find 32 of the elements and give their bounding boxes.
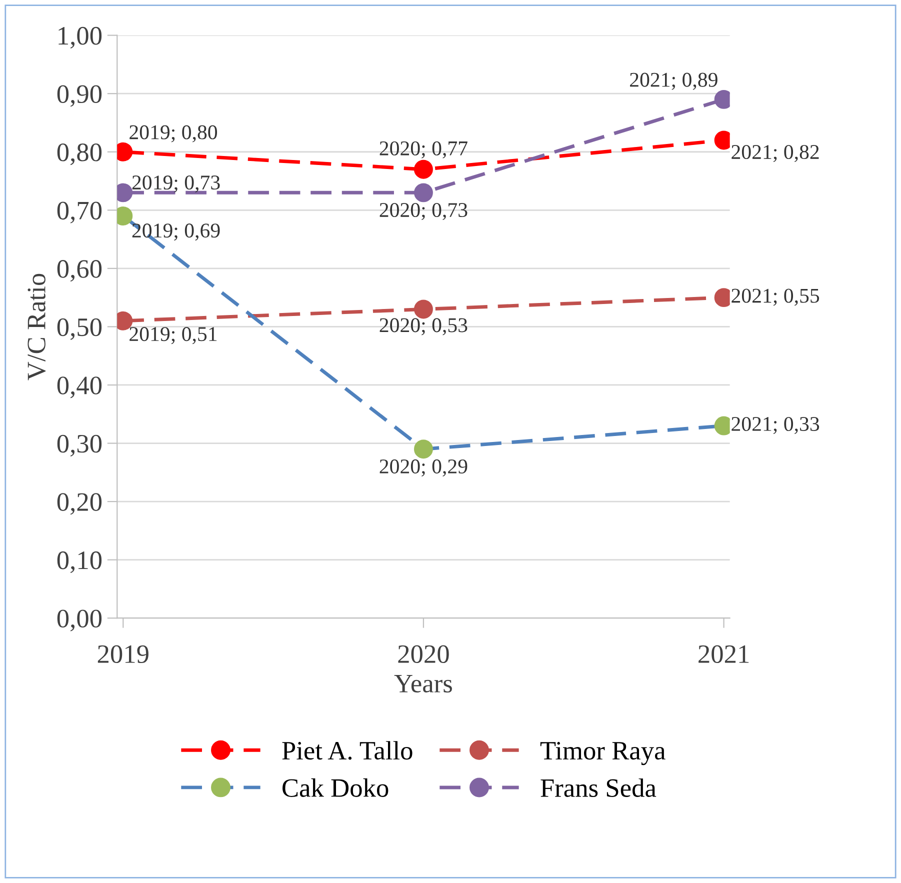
- data-label: 2020; 0,73: [380, 202, 468, 220]
- data-label: 2021; 0,82: [732, 144, 819, 162]
- legend-label: Piet A. Tallo: [282, 741, 412, 760]
- y-tick-label: 0,50: [57, 318, 102, 340]
- y-tick-label: 0,70: [57, 202, 102, 224]
- data-label: 2019; 0,73: [132, 175, 220, 193]
- y-tick-label: 0,10: [57, 551, 102, 574]
- y-tick-label: 0,20: [57, 493, 102, 515]
- x-tick-label: 2019: [98, 645, 148, 664]
- y-tick-label: 0,40: [57, 376, 102, 398]
- data-label: 2021; 0,55: [732, 288, 820, 306]
- legend-label: Timor Raya: [540, 742, 666, 766]
- x-tick-label: 2021: [698, 645, 749, 664]
- y-tick-label: 0,90: [57, 85, 102, 107]
- x-axis-title: Years: [394, 675, 452, 693]
- y-tick-label: 0,00: [57, 610, 102, 632]
- y-tick-label: 1,00: [58, 26, 102, 49]
- data-label: 2021; 0,89: [630, 72, 718, 90]
- y-tick-label: 0,30: [57, 434, 102, 456]
- legend-label: Frans Seda: [540, 778, 656, 798]
- y-tick-label: 0,80: [57, 143, 102, 166]
- y-axis-title: V/C Ratio: [28, 274, 46, 380]
- legend-label: Cak Doko: [282, 778, 388, 797]
- data-label: 2021; 0,33: [732, 416, 820, 434]
- data-label: 2019; 0,69: [132, 224, 220, 241]
- x-tick-label: 2020: [398, 645, 449, 664]
- y-tick-label: 0,60: [57, 260, 102, 282]
- data-label: 2020; 0,77: [380, 141, 468, 158]
- data-label: 2020; 0,29: [380, 459, 468, 476]
- data-label: 2020; 0,53: [380, 318, 468, 336]
- data-label: 2019; 0,51: [130, 327, 217, 344]
- data-label: 2019; 0,80: [130, 125, 218, 142]
